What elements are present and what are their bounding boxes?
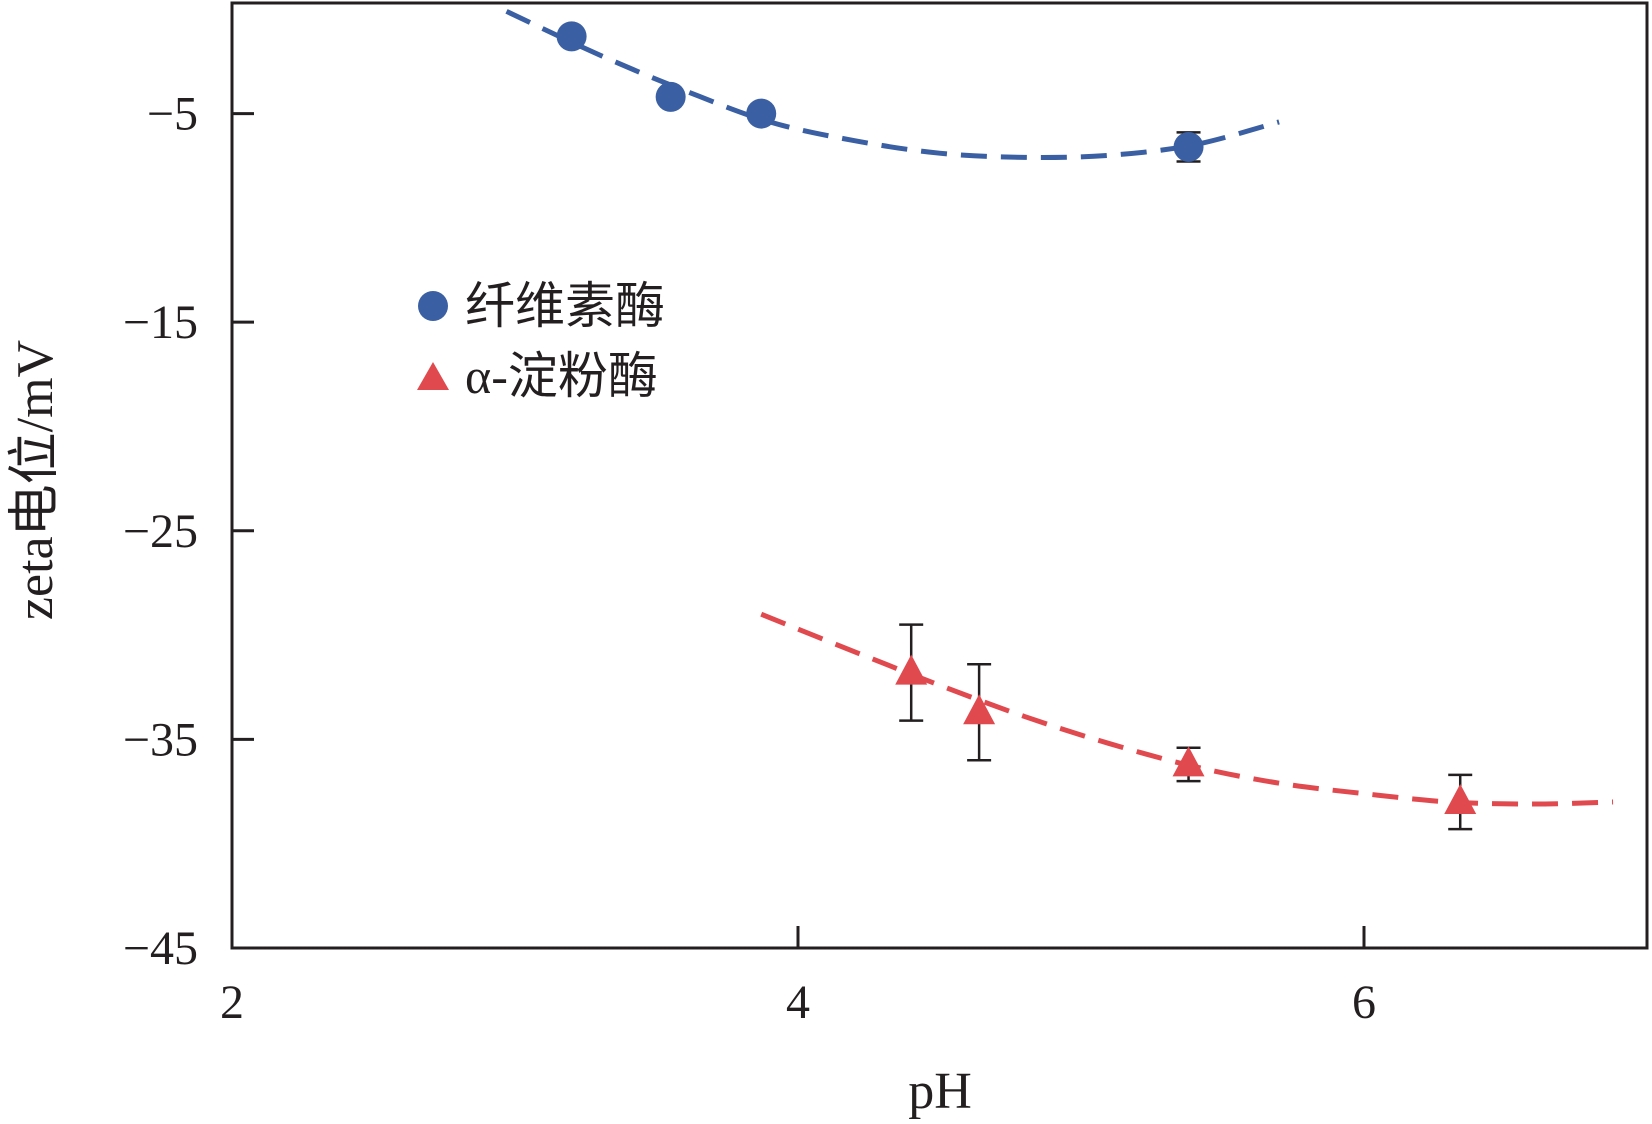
legend: 纤维素酶 α-淀粉酶: [417, 278, 665, 404]
data-point-triangle: [1444, 783, 1477, 814]
fit-curve-series-0: [505, 9, 1280, 160]
legend-label-cellulase: 纤维素酶: [465, 278, 665, 334]
legend-triangle-marker: [417, 362, 449, 390]
fit-curves: [505, 9, 1614, 807]
data-point-circle: [556, 21, 587, 52]
y-tick-label: −15: [123, 296, 198, 349]
data-point-triangle: [963, 694, 996, 725]
y-tick-label: −5: [147, 88, 198, 141]
x-tick-label: 4: [786, 976, 810, 1029]
y-tick-label: −45: [123, 922, 198, 975]
data-point-circle: [1173, 131, 1204, 162]
legend-circle-marker: [418, 291, 448, 321]
data-point-triangle: [895, 654, 928, 685]
x-tick-label: 2: [220, 976, 244, 1029]
x-axis-title: pH: [908, 1063, 972, 1120]
data-markers: [556, 21, 1477, 814]
x-axis-ticks: 2 4 6: [220, 926, 1376, 1029]
plot-frame: [230, 1, 1649, 950]
y-axis-title: zeta电位/mV: [7, 340, 64, 620]
legend-label-amylase: α-淀粉酶: [465, 348, 658, 404]
y-tick-label: −25: [123, 505, 198, 558]
data-point-triangle: [1172, 746, 1205, 777]
error-bars: [899, 131, 1473, 831]
y-axis-ticks: −5 −15 −25 −35 −45: [123, 88, 254, 975]
x-tick-label: 6: [1352, 976, 1376, 1029]
y-tick-label: −35: [123, 713, 198, 766]
data-point-circle: [655, 81, 686, 112]
data-point-circle: [746, 98, 777, 129]
